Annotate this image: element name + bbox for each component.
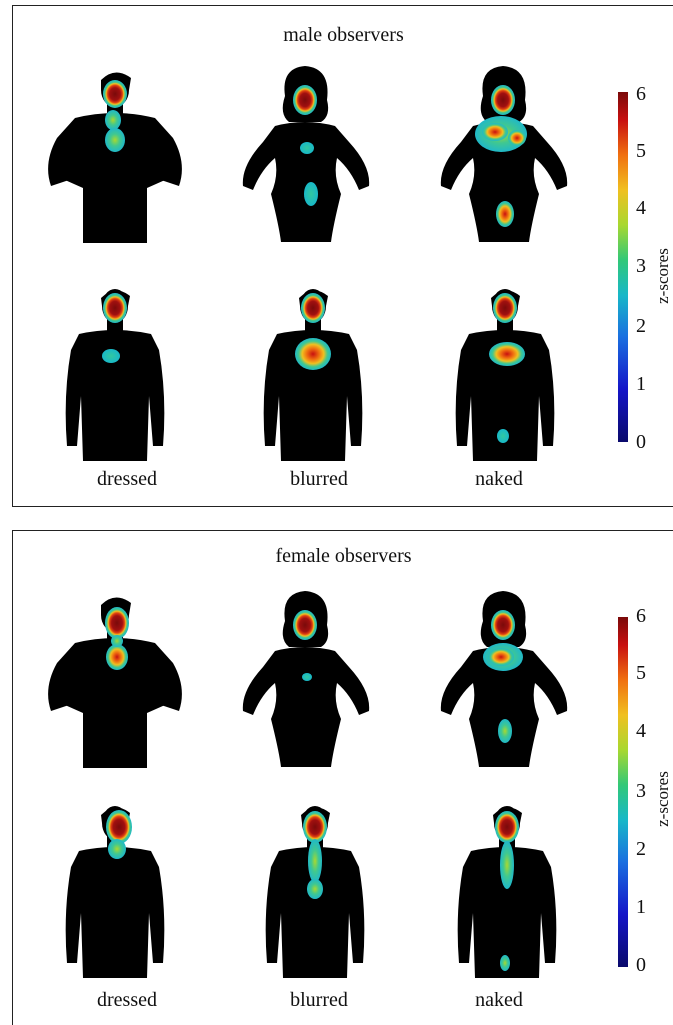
colorbar-label: z-scores	[653, 771, 672, 827]
heatmap-female-blurred-woman	[223, 591, 383, 771]
colorbar-tick: 6	[636, 83, 646, 105]
colorbar-tick: 4	[636, 720, 646, 742]
column-label-blurred: blurred	[290, 468, 348, 490]
heatmap-female-dressed-jacket	[35, 593, 195, 773]
heatmap-male-naked-pockets	[425, 286, 585, 466]
panel-title: female observers	[275, 545, 412, 567]
colorbar-tick: 3	[636, 255, 646, 277]
colorbar-tick: 3	[636, 780, 646, 802]
heatmap-female-naked-pockets	[427, 803, 587, 983]
heatmap-female-naked-woman	[421, 591, 581, 771]
heatmap-female-blurred-pockets	[235, 803, 395, 983]
column-label-dressed: dressed	[97, 468, 157, 490]
colorbar-tick: 5	[636, 662, 646, 684]
panel-title: male observers	[283, 24, 404, 46]
colorbar-tick: 5	[636, 140, 646, 162]
heatmap-male-naked-woman	[421, 66, 581, 246]
column-label-naked: naked	[475, 989, 523, 1011]
heatmap-male-blurred-pockets	[233, 286, 393, 466]
heatmap-male-dressed-jacket	[35, 68, 195, 248]
colorbar	[618, 92, 628, 442]
heatmap-male-blurred-woman	[223, 66, 383, 246]
female-observers-panel: female observers	[12, 530, 673, 1025]
colorbar-tick: 6	[636, 605, 646, 627]
colorbar-label: z-scores	[653, 248, 672, 304]
colorbar-tick: 0	[636, 954, 646, 976]
colorbar-tick: 1	[636, 373, 646, 395]
column-label-blurred: blurred	[290, 989, 348, 1011]
column-label-dressed: dressed	[97, 989, 157, 1011]
male-observers-panel: male observers	[12, 5, 673, 507]
colorbar-tick: 2	[636, 315, 646, 337]
heatmap-female-dressed-pockets	[35, 803, 195, 983]
colorbar-tick: 1	[636, 896, 646, 918]
column-label-naked: naked	[475, 468, 523, 490]
heatmap-male-dressed-pockets	[35, 286, 195, 466]
colorbar-tick: 4	[636, 197, 646, 219]
colorbar-tick: 0	[636, 431, 646, 453]
colorbar	[618, 617, 628, 967]
colorbar-tick: 2	[636, 838, 646, 860]
